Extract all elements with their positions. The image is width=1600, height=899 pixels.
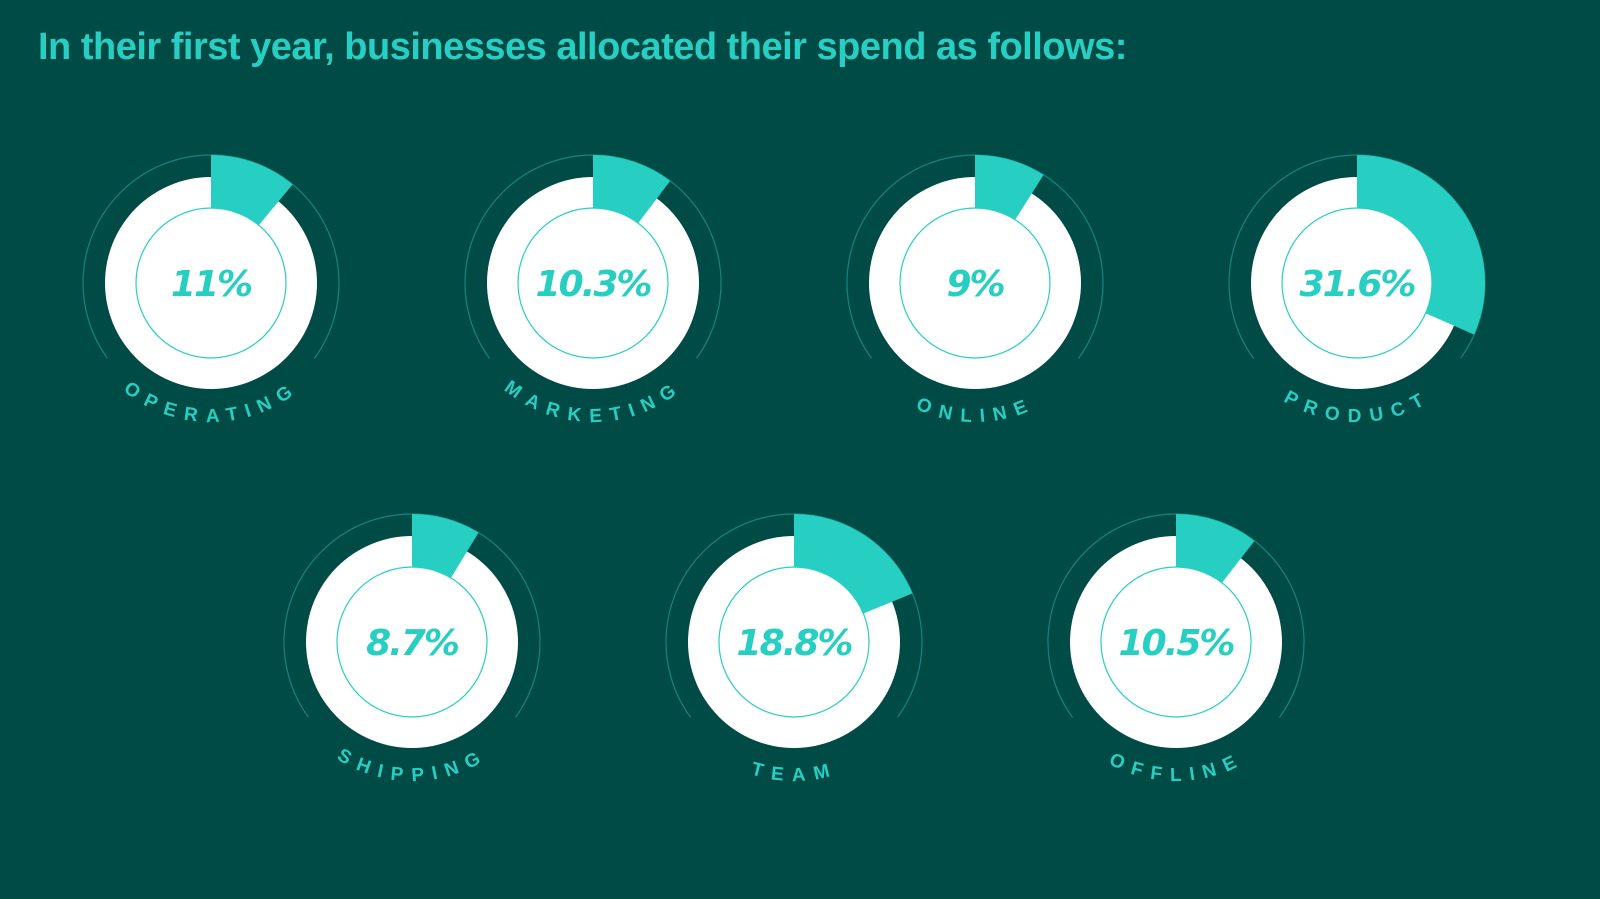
donut-team: 18.8% TEAM <box>665 513 923 787</box>
inner-circle <box>718 566 870 718</box>
inner-circle <box>1281 207 1433 359</box>
inner-circle <box>517 207 669 359</box>
percent-label: 8.7% <box>366 623 459 664</box>
donut-slice <box>1176 514 1255 583</box>
inner-circle <box>336 566 488 718</box>
category-label: PRODUCT <box>1281 387 1434 427</box>
donut-offline: 10.5% OFFLINE <box>1047 513 1305 786</box>
percent-label: 10.3% <box>536 264 652 305</box>
percent-label: 9% <box>946 264 1004 305</box>
donut-marketing: 10.3%MARKETING <box>464 154 722 427</box>
percent-label: 10.5% <box>1119 623 1235 664</box>
category-label: TEAM <box>749 759 838 787</box>
percent-label: 11% <box>171 264 252 305</box>
category-label: OFFLINE <box>1106 749 1246 786</box>
donut-product: 31.6% PRODUCT <box>1228 154 1486 427</box>
donut-slice <box>1357 155 1485 335</box>
inner-circle <box>899 207 1051 359</box>
donut-online: 9% ONLINE <box>846 154 1104 427</box>
category-label: ONLINE <box>913 394 1036 427</box>
percent-label: 18.8% <box>737 623 853 664</box>
inner-circle <box>135 207 287 359</box>
chart-title: In their first year, businesses allocate… <box>38 26 1127 68</box>
donut-slice <box>794 514 913 614</box>
inner-circle <box>1100 566 1252 718</box>
donut-operating: 11%OPERATING <box>82 154 340 427</box>
donut-slice <box>593 155 671 224</box>
donut-slice <box>211 155 293 226</box>
donut-slice <box>412 514 479 578</box>
donut-shipping: 8.7% SHIPPING <box>283 513 541 786</box>
percent-label: 31.6% <box>1300 264 1416 305</box>
category-label: SHIPPING <box>334 745 490 786</box>
donut-slice <box>975 155 1044 220</box>
